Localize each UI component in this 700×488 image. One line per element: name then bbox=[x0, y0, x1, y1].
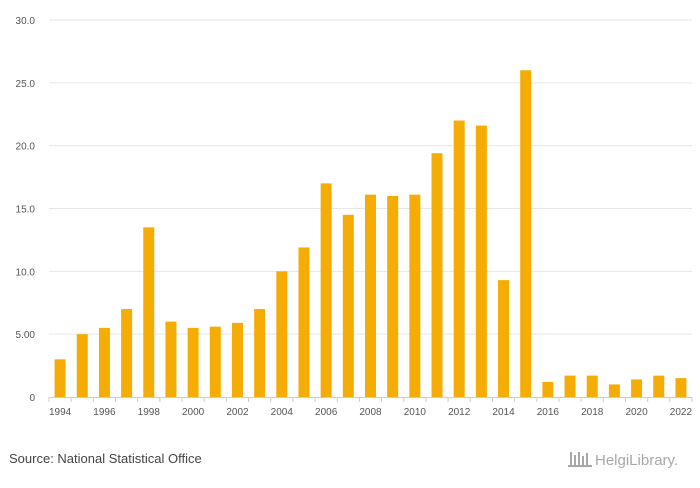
bar bbox=[254, 309, 266, 397]
bar bbox=[564, 375, 576, 397]
source-note: Source: National Statistical Office bbox=[9, 451, 202, 466]
x-tick-label: 2016 bbox=[537, 407, 560, 418]
bar bbox=[608, 384, 620, 397]
bar bbox=[209, 326, 221, 397]
bar bbox=[54, 359, 66, 397]
x-tick-label: 2000 bbox=[182, 407, 205, 418]
bar bbox=[475, 125, 487, 397]
x-tick-label: 2004 bbox=[271, 407, 294, 418]
bar bbox=[298, 247, 310, 397]
helgi-logo-icon bbox=[568, 452, 592, 467]
y-axis-ticks: 0 5.00 10.0 15.0 20.0 25.0 30.0 bbox=[16, 16, 36, 404]
bar bbox=[165, 321, 177, 397]
bar bbox=[675, 378, 687, 397]
bar bbox=[498, 280, 510, 397]
bar bbox=[76, 334, 88, 397]
x-tick-label: 1998 bbox=[138, 407, 161, 418]
x-tick-label: 1994 bbox=[49, 407, 72, 418]
y-tick-label: 15.0 bbox=[16, 205, 36, 216]
bar bbox=[365, 194, 376, 397]
bar bbox=[143, 227, 155, 397]
bar bbox=[653, 375, 665, 397]
bar bbox=[586, 375, 598, 397]
x-tick-label: 2008 bbox=[359, 407, 382, 418]
y-tick-label: 10.0 bbox=[16, 267, 36, 278]
bar bbox=[187, 327, 199, 397]
x-tick-label: 2020 bbox=[625, 407, 648, 418]
bar bbox=[520, 70, 532, 398]
y-tick-label: 20.0 bbox=[16, 142, 36, 153]
x-tick-label: 2010 bbox=[404, 407, 427, 418]
bar bbox=[121, 309, 133, 397]
bar bbox=[542, 381, 554, 397]
x-tick-label: 2006 bbox=[315, 407, 338, 418]
x-tick-label: 2012 bbox=[448, 407, 471, 418]
y-tick-label: 30.0 bbox=[16, 16, 36, 27]
x-axis-ticks: 1994 1996 1998 2000 2002 2004 2006 2008 2010 2012… bbox=[48, 397, 693, 418]
bar bbox=[453, 120, 465, 398]
x-tick-label: 2018 bbox=[581, 407, 604, 418]
bar bbox=[631, 379, 643, 397]
bar bbox=[98, 327, 110, 397]
x-tick-label: 1996 bbox=[93, 407, 116, 418]
brand-name: HelgiLibrary. bbox=[595, 452, 678, 469]
y-tick-label: 25.0 bbox=[16, 79, 36, 90]
x-tick-label: 2002 bbox=[226, 407, 249, 418]
helgi-library-logo: HelgiLibrary. bbox=[568, 452, 678, 469]
y-tick-label: 5.00 bbox=[16, 330, 36, 341]
bar bbox=[231, 322, 243, 397]
bar bbox=[320, 183, 332, 397]
bar bbox=[387, 195, 399, 397]
bar bbox=[342, 214, 354, 397]
bar bbox=[431, 153, 443, 397]
bars bbox=[54, 70, 687, 398]
y-tick-label: 0 bbox=[29, 393, 35, 404]
bar bbox=[409, 194, 421, 397]
bar bbox=[276, 271, 288, 397]
x-tick-label: 2014 bbox=[492, 407, 515, 418]
x-tick-label: 2022 bbox=[670, 407, 693, 418]
